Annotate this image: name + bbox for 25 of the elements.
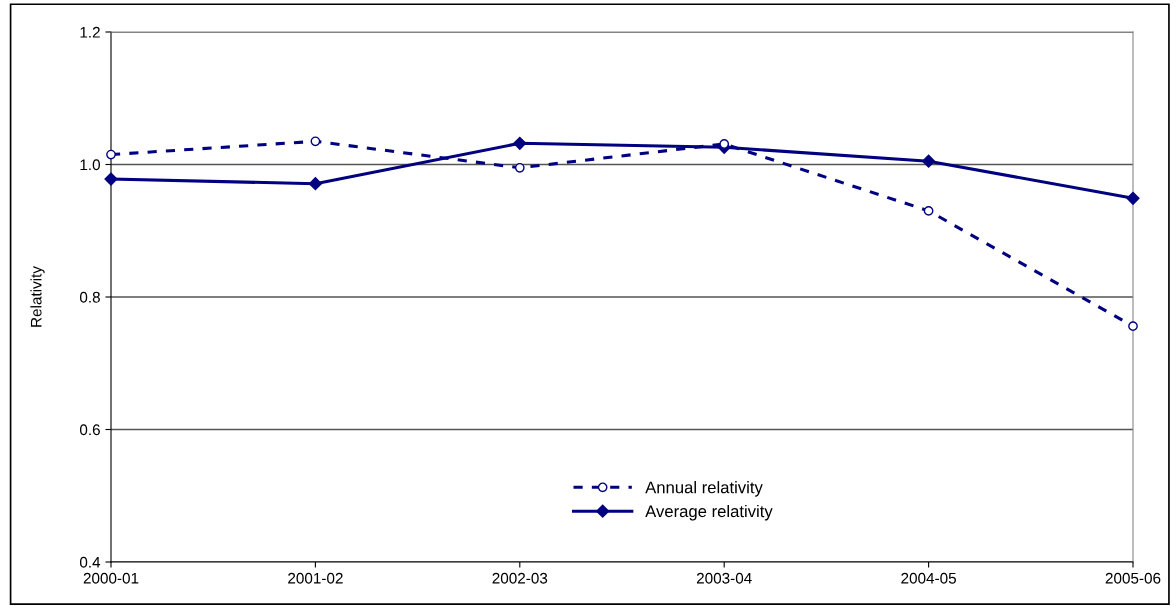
x-tick-label: 2001-02 — [288, 572, 343, 584]
legend-label: Average relativity — [645, 504, 773, 521]
point — [308, 177, 322, 191]
x-tick-label: 2005-06 — [1105, 572, 1161, 584]
x-tick-label: 2002-03 — [492, 572, 548, 584]
point — [923, 206, 934, 216]
y-tick-label: 0.4 — [79, 556, 101, 568]
point — [513, 136, 527, 150]
y-axis-title: Relativity — [30, 266, 45, 327]
point — [719, 139, 730, 149]
y-tick-label: 1.2 — [80, 26, 100, 38]
y-tick-label: 1.0 — [80, 159, 100, 171]
x-tick-label: 2004-05 — [901, 572, 956, 584]
point — [1126, 191, 1140, 205]
point — [1128, 321, 1138, 332]
x-tick-label: 2000-01 — [83, 572, 139, 584]
point — [104, 172, 118, 186]
legend-label: Annual relativity — [645, 481, 763, 497]
point — [514, 162, 525, 173]
y-tick-label: 0.8 — [79, 291, 100, 303]
point — [922, 154, 936, 168]
y-tick-label: 0.6 — [79, 424, 100, 436]
point — [106, 149, 116, 160]
point — [310, 136, 321, 147]
x-tick-label: 2003-04 — [696, 572, 752, 584]
